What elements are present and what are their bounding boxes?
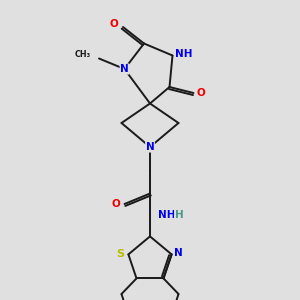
Text: N: N [174,248,183,258]
Text: N: N [146,142,154,152]
Text: O: O [110,19,118,29]
Text: CH₃: CH₃ [74,50,91,59]
Text: NH: NH [176,49,193,59]
Text: NH: NH [158,209,176,220]
Text: H: H [175,209,183,220]
Text: S: S [116,249,124,260]
Text: O: O [196,88,206,98]
Text: O: O [112,199,121,209]
Text: N: N [120,64,129,74]
